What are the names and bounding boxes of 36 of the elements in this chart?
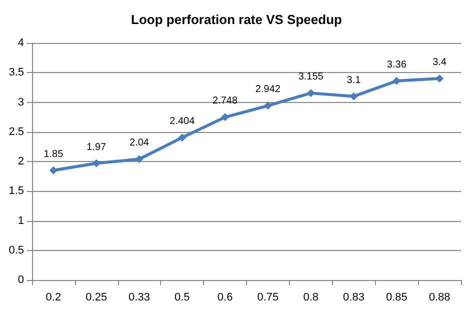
x-tick-label: 0.88 — [428, 292, 450, 304]
y-tick-label: 2 — [18, 156, 24, 168]
data-label: 2.404 — [170, 116, 196, 128]
y-tick-label: 0.5 — [8, 244, 24, 256]
data-label: 3.1 — [346, 74, 362, 86]
y-tick-label: 1 — [18, 214, 24, 227]
point — [49, 166, 58, 174]
x-tick-label: 0.2 — [46, 292, 62, 304]
x-tick-label: 0.33 — [128, 292, 150, 304]
y-tick-label: 3.5 — [8, 66, 24, 79]
y-tick-label: 1.5 — [8, 185, 24, 198]
data-label: 1.97 — [86, 142, 107, 153]
x-tick-label: 0.83 — [343, 292, 364, 304]
y-tick-label: 4 — [18, 37, 24, 49]
data-label: 3.155 — [298, 72, 324, 83]
y-tick-label: 2.5 — [8, 126, 24, 138]
x-tick-label: 0.85 — [386, 292, 408, 304]
point — [178, 134, 186, 142]
data-label: 3.36 — [386, 59, 407, 70]
point — [306, 89, 315, 98]
data-label: 2.04 — [130, 138, 150, 149]
chart-title: Loop perforation rate VS Speedup — [131, 12, 342, 27]
y-tick-label: 0 — [18, 274, 24, 286]
x-tick-label: 0.75 — [257, 292, 279, 304]
point — [264, 102, 272, 110]
data-label: 2.748 — [212, 96, 238, 107]
y-tick-label: 3 — [18, 96, 24, 108]
x-tick-label: 0.5 — [174, 292, 190, 304]
x-tick-label: 0.8 — [303, 292, 318, 304]
x-tick-label: 0.6 — [217, 292, 233, 304]
data-label: 3.4 — [432, 57, 447, 68]
point — [436, 74, 444, 83]
point — [221, 113, 230, 122]
x-tick-label: 0.25 — [86, 292, 108, 304]
data-label: 2.942 — [255, 84, 281, 96]
data-label: 1.85 — [44, 148, 64, 160]
